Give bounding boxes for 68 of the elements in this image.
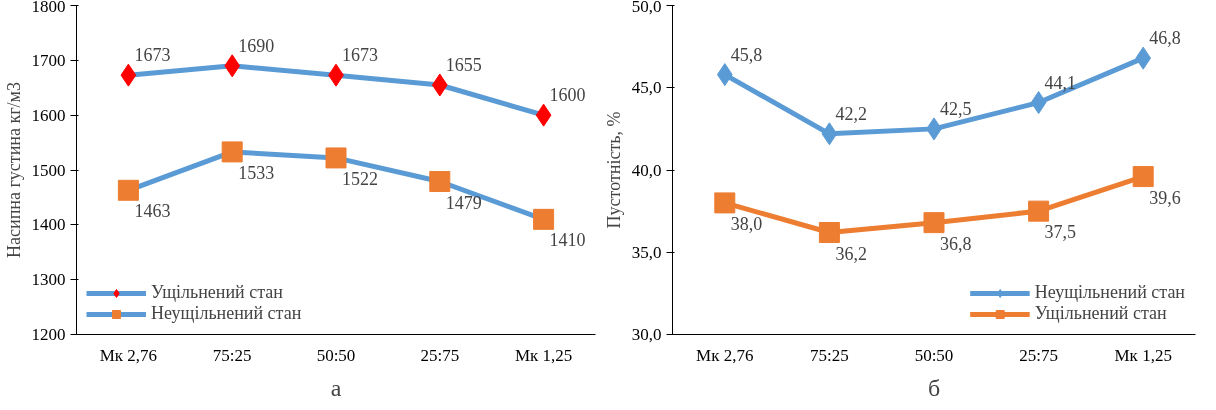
data-label: 1600 [549, 85, 586, 106]
point [224, 54, 241, 78]
legend-label: Ущільнений стан [1034, 303, 1167, 324]
data-label: 37,5 [1044, 222, 1077, 243]
point [535, 103, 552, 127]
point [1135, 46, 1152, 70]
y-tick-label: 1500 [31, 160, 66, 180]
y-tick-label: 1300 [31, 270, 66, 290]
point [1028, 200, 1050, 222]
point [818, 222, 840, 244]
y-axis-title: Пустотність, % [603, 111, 624, 229]
data-label: 36,8 [940, 233, 972, 254]
data-label: 1533 [238, 162, 275, 183]
data-label: 42,2 [835, 103, 867, 124]
data-label: 1690 [238, 35, 275, 56]
point [431, 73, 448, 97]
data-label: 36,2 [835, 243, 867, 264]
x-tick-label: 25:75 [1019, 345, 1058, 365]
text: а [330, 374, 342, 401]
x-tick-label: Мк 1,25 [514, 345, 573, 365]
point [325, 147, 347, 169]
data-label: 44,1 [1044, 72, 1077, 93]
y-tick-label: 30,0 [631, 325, 662, 344]
x-tick-label: Мк 1,25 [1114, 345, 1172, 365]
point [821, 122, 838, 146]
legend-label: Неущільнений стан [151, 303, 302, 324]
data-label: 1479 [445, 192, 482, 213]
y-tick-label: 45,0 [631, 78, 662, 98]
text: б [927, 374, 941, 401]
data-label: 1463 [134, 201, 171, 222]
point [120, 63, 137, 87]
point [117, 179, 139, 201]
x-tick-label: 50:50 [316, 345, 356, 365]
data-label: 39,6 [1149, 187, 1181, 208]
x-tick-label: Мк 2,76 [696, 345, 754, 365]
point [429, 171, 451, 193]
data-label: 1673 [134, 45, 171, 66]
data-label: 1673 [342, 45, 378, 66]
x-tick-label: 25:75 [420, 345, 460, 365]
point [714, 192, 736, 214]
x-tick-label: 75:25 [810, 345, 849, 365]
y-tick-label: 1200 [31, 325, 66, 344]
point [221, 141, 243, 163]
y-tick-label: 1800 [31, 0, 66, 16]
y-tick-label: 40,0 [631, 160, 662, 180]
data-label: 1655 [445, 55, 482, 76]
y-tick-label: 1700 [31, 50, 66, 70]
point [533, 208, 555, 230]
data-label: 38,0 [730, 213, 763, 234]
y-axis-title: Насипна густина кг/м3 [3, 82, 24, 258]
y-tick-label: 35,0 [631, 242, 662, 262]
point [923, 212, 945, 234]
point [1030, 91, 1047, 115]
data-label: 1522 [342, 168, 378, 189]
data-label: 1410 [549, 230, 586, 251]
legend-label: Неущільнений стан [1034, 282, 1185, 303]
data-label: 46,8 [1149, 28, 1181, 49]
x-tick-label: 75:25 [212, 345, 252, 365]
data-label: 42,5 [940, 98, 972, 119]
point [1132, 166, 1154, 188]
y-tick-label: 50,0 [631, 0, 662, 16]
x-tick-label: 50:50 [914, 345, 954, 365]
x-tick-label: Мк 2,76 [99, 345, 158, 365]
data-label: 45,8 [730, 44, 763, 65]
y-tick-label: 1400 [31, 215, 66, 235]
point [716, 63, 733, 87]
legend-label: Ущільнений стан [151, 282, 283, 303]
y-tick-label: 1600 [31, 105, 66, 125]
